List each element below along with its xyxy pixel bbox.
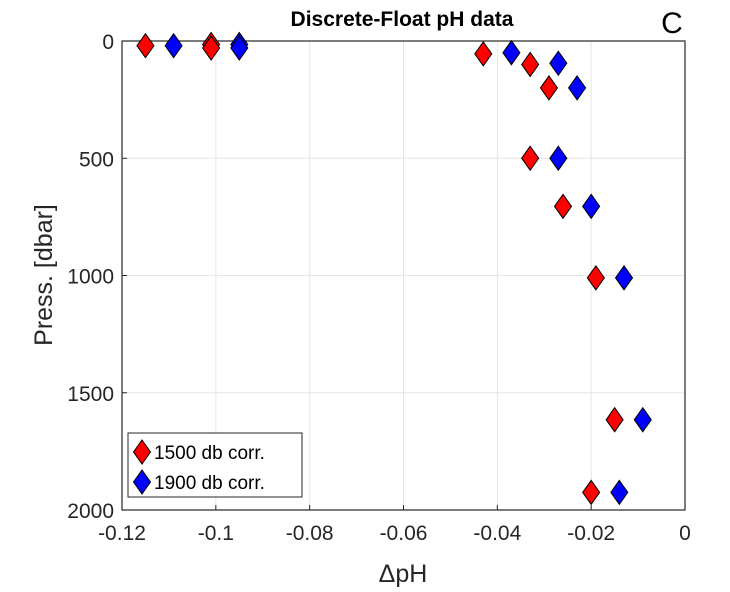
y-tick-label: 500 (79, 148, 114, 171)
data-point-diamond (550, 146, 567, 170)
x-axis-label: ΔpH (379, 560, 428, 588)
y-axis-label: Press. [dbar] (30, 204, 58, 346)
y-tick-label: 1000 (67, 266, 114, 289)
x-tick-label: -0.1 (198, 522, 234, 545)
data-point-diamond (503, 41, 520, 65)
data-point-diamond (555, 194, 572, 218)
y-axis-ticks: 0 500 1000 1500 2000 (67, 31, 127, 523)
panel-label: C (661, 7, 683, 40)
data-point-diamond (522, 52, 539, 76)
chart-title: Discrete-Float pH data (291, 8, 514, 31)
legend: 1500 db corr. 1900 db corr. (128, 433, 302, 497)
data-point-diamond (634, 408, 651, 432)
data-point-diamond (165, 34, 182, 58)
x-tick-label: -0.08 (286, 522, 334, 545)
x-tick-label: -0.02 (567, 522, 615, 545)
data-point-diamond (583, 194, 600, 218)
data-point-diamond (587, 266, 604, 290)
legend-label: 1900 db corr. (154, 473, 265, 494)
data-point-diamond (475, 42, 492, 66)
y-tick-label: 0 (102, 31, 114, 54)
data-point-diamond (611, 480, 628, 504)
data-point-diamond (137, 34, 154, 58)
x-tick-label: -0.06 (380, 522, 428, 545)
data-point-diamond (569, 76, 586, 100)
data-point-diamond (540, 76, 557, 100)
data-point-diamond (583, 480, 600, 504)
legend-label: 1500 db corr. (154, 443, 265, 464)
data-point-diamond (616, 266, 633, 290)
data-point-diamond (606, 408, 623, 432)
data-point-diamond (203, 36, 220, 60)
data-point-diamond (231, 36, 248, 60)
x-tick-label: -0.12 (98, 522, 146, 545)
data-point-diamond (550, 51, 567, 75)
x-axis-ticks: -0.12 -0.1 -0.08 -0.06 -0.04 -0.02 0 (98, 505, 691, 545)
data-point-diamond (522, 146, 539, 170)
y-tick-label: 2000 (67, 500, 114, 523)
x-tick-label: 0 (679, 522, 691, 545)
y-tick-label: 1500 (67, 383, 114, 406)
x-tick-label: -0.04 (473, 522, 521, 545)
